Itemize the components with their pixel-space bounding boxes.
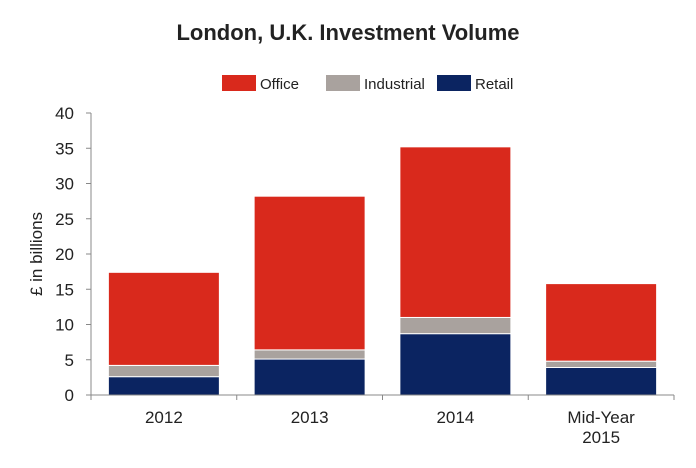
- bar-industrial: [399, 316, 512, 335]
- y-tick-label: 15: [55, 280, 74, 299]
- legend-label-retail: Retail: [475, 76, 513, 93]
- legend-swatch-industrial: [326, 75, 360, 91]
- bar-retail: [545, 367, 658, 396]
- legend-swatch-retail: [437, 75, 471, 91]
- x-tick-label: 2012: [145, 408, 183, 427]
- bar-office: [253, 195, 366, 351]
- legend-label-industrial: Industrial: [364, 76, 425, 93]
- x-tick-label: 2013: [291, 408, 329, 427]
- bar-office: [107, 271, 220, 366]
- legend-swatch-office: [222, 75, 256, 91]
- x-tick-label: Mid-Year: [567, 408, 635, 427]
- bar-industrial: [107, 364, 220, 378]
- y-axis: 0 5 10 15 20 25 30 35 40: [55, 104, 92, 405]
- bars: [107, 146, 658, 396]
- bar-office: [545, 283, 658, 362]
- bar-industrial: [253, 349, 366, 360]
- legend: Office Industrial Retail: [222, 75, 513, 93]
- bar-retail: [253, 358, 366, 396]
- y-tick-label: 35: [55, 139, 74, 158]
- y-tick-label: 30: [55, 175, 74, 194]
- legend-label-office: Office: [260, 76, 299, 93]
- y-tick-label: 10: [55, 316, 74, 335]
- y-tick-label: 20: [55, 245, 74, 264]
- y-tick-label: 5: [65, 351, 74, 370]
- bar-office: [399, 146, 512, 318]
- y-tick-label: 40: [55, 104, 74, 123]
- y-axis-label: £ in billions: [27, 212, 46, 296]
- chart-title: London, U.K. Investment Volume: [176, 20, 519, 45]
- x-tick-label: 2015: [582, 428, 620, 447]
- bar-industrial: [545, 360, 658, 369]
- bar-retail: [107, 376, 220, 396]
- x-tick-label: 2014: [436, 408, 474, 427]
- y-tick-label: 0: [65, 386, 74, 405]
- y-tick-label: 25: [55, 210, 74, 229]
- bar-retail: [399, 333, 512, 396]
